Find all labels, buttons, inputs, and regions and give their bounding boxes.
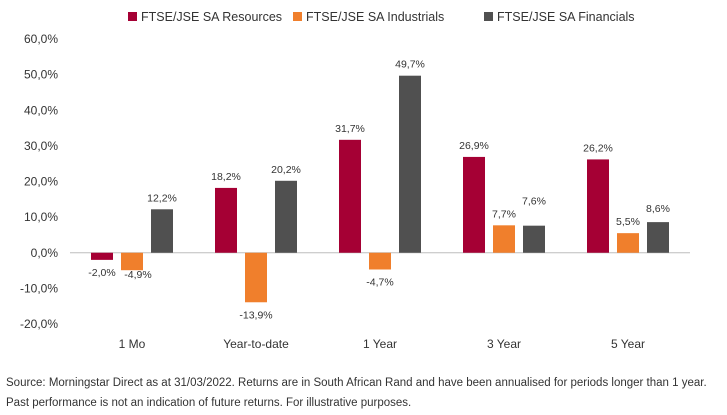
y-tick-label: 30,0% bbox=[24, 139, 58, 153]
bar bbox=[151, 209, 173, 253]
source-line-2: Past performance is not an indication of… bbox=[6, 397, 412, 409]
y-tick-label: 40,0% bbox=[24, 103, 58, 117]
x-tick-label: 5 Year bbox=[611, 337, 645, 351]
bar bbox=[339, 139, 361, 253]
data-label: 12,2% bbox=[147, 192, 177, 204]
data-label: 7,7% bbox=[492, 208, 516, 220]
y-tick-label: -20,0% bbox=[20, 317, 58, 331]
bar bbox=[493, 225, 515, 253]
bar bbox=[463, 156, 485, 253]
bar bbox=[245, 252, 267, 303]
data-label: 18,2% bbox=[211, 171, 241, 183]
source-line-1: Source: Morningstar Direct as at 31/03/2… bbox=[6, 377, 707, 389]
bar bbox=[399, 75, 421, 253]
bar bbox=[587, 159, 609, 253]
data-label: 5,5% bbox=[616, 216, 640, 228]
bar bbox=[91, 252, 113, 260]
bar bbox=[647, 222, 669, 253]
data-label: -13,9% bbox=[239, 309, 272, 321]
legend-label: FTSE/JSE SA Industrials bbox=[306, 10, 444, 24]
y-tick-label: 20,0% bbox=[24, 175, 58, 189]
y-tick-label: 50,0% bbox=[24, 68, 58, 82]
bar bbox=[617, 233, 639, 253]
source-note: Source: Morningstar Direct as at 31/03/2… bbox=[6, 373, 721, 413]
data-label: 20,2% bbox=[271, 164, 301, 176]
x-tick-label: 3 Year bbox=[487, 337, 521, 351]
data-label: 8,6% bbox=[646, 203, 670, 215]
y-tick-label: 10,0% bbox=[24, 210, 58, 224]
data-label: 31,7% bbox=[335, 123, 365, 135]
data-label: 7,6% bbox=[522, 195, 546, 207]
data-label: 49,7% bbox=[395, 59, 425, 71]
y-tick-label: 0,0% bbox=[31, 246, 59, 260]
bar bbox=[121, 252, 143, 271]
returns-bar-chart: -20,0% -10,0% 0,0% 10,0% 20,0% 30,0% 40,0% 50,0… bbox=[20, 10, 690, 351]
legend-label: FTSE/JSE SA Resources bbox=[141, 10, 282, 24]
x-tick-label: 1 Mo bbox=[119, 337, 146, 351]
y-tick-label: 60,0% bbox=[24, 32, 58, 46]
legend-swatch bbox=[128, 12, 137, 21]
y-tick-label: -10,0% bbox=[20, 281, 58, 295]
data-label: -2,0% bbox=[88, 267, 115, 279]
bar bbox=[215, 187, 237, 253]
x-tick-label: Year-to-date bbox=[223, 337, 289, 351]
x-tick-label: 1 Year bbox=[363, 337, 397, 351]
data-label: 26,9% bbox=[459, 140, 489, 152]
legend-swatch bbox=[484, 12, 493, 21]
bar bbox=[369, 252, 391, 270]
data-label: -4,7% bbox=[366, 276, 393, 288]
data-label: -4,9% bbox=[124, 269, 151, 281]
legend-label: FTSE/JSE SA Financials bbox=[497, 10, 635, 24]
data-label: 26,2% bbox=[583, 142, 613, 154]
bar bbox=[523, 225, 545, 253]
legend-swatch bbox=[293, 12, 302, 21]
bar bbox=[275, 180, 297, 253]
